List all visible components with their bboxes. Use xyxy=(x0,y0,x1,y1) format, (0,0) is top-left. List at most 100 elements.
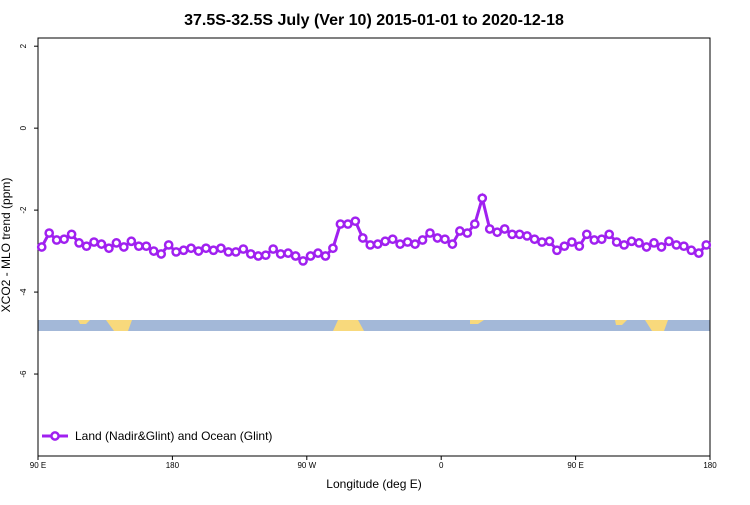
data-point xyxy=(216,243,226,254)
data-point xyxy=(357,233,368,243)
x-tick-label: 180 xyxy=(166,461,180,470)
legend-marker xyxy=(50,431,60,441)
data-point xyxy=(365,240,376,250)
data-point xyxy=(641,242,652,252)
data-point xyxy=(178,245,189,256)
data-point xyxy=(537,237,547,247)
data-point xyxy=(507,229,517,240)
data-point xyxy=(96,239,107,249)
data-point xyxy=(148,246,159,256)
data-point xyxy=(679,241,689,252)
data-point xyxy=(619,240,629,250)
data-point xyxy=(298,256,308,266)
data-point xyxy=(231,247,241,257)
data-point xyxy=(89,237,99,247)
data-point xyxy=(201,243,211,254)
data-point xyxy=(410,239,420,249)
y-tick-label: 0 xyxy=(19,125,28,130)
x-tick-label: 0 xyxy=(439,461,444,470)
data-point xyxy=(611,237,622,247)
data-point xyxy=(238,244,249,254)
data-point xyxy=(141,241,152,252)
data-point xyxy=(432,233,443,243)
data-point xyxy=(350,216,361,227)
data-point xyxy=(469,219,480,229)
data-point xyxy=(522,231,532,241)
x-tick-label: 90 E xyxy=(567,461,583,470)
data-point xyxy=(290,251,301,261)
data-point xyxy=(133,241,144,252)
data-point xyxy=(402,237,413,247)
data-point xyxy=(634,238,644,248)
data-point xyxy=(328,243,338,254)
data-point xyxy=(447,239,458,249)
data-point xyxy=(649,238,659,248)
land xyxy=(645,320,668,331)
data-point xyxy=(492,227,503,238)
data-point xyxy=(305,251,316,261)
data-point xyxy=(51,235,62,245)
data-point xyxy=(440,234,450,245)
ocean-strip xyxy=(38,320,710,331)
data-point xyxy=(544,236,555,247)
data-point xyxy=(163,240,174,250)
data-point xyxy=(268,244,279,254)
data-point xyxy=(104,243,114,254)
data-point xyxy=(387,234,398,245)
data-point xyxy=(589,235,600,245)
land xyxy=(333,320,364,331)
data-point xyxy=(529,234,540,245)
chart-title: 37.5S-32.5S July (Ver 10) 2015-01-01 to … xyxy=(184,12,564,29)
data-point xyxy=(275,249,286,259)
data-point xyxy=(36,242,47,252)
data-point xyxy=(693,248,704,258)
data-point xyxy=(567,237,577,247)
x-tick-label: 180 xyxy=(703,461,717,470)
data-point xyxy=(559,241,570,252)
data-point xyxy=(335,219,346,229)
land xyxy=(78,320,90,324)
data-point xyxy=(499,224,510,234)
y-axis-label: XCO2 - MLO trend (ppm) xyxy=(0,178,13,313)
data-point xyxy=(156,249,167,259)
data-point xyxy=(484,224,495,234)
data-point xyxy=(223,247,234,257)
data-point xyxy=(44,228,55,238)
data-point xyxy=(74,238,84,248)
y-tick-label: -4 xyxy=(19,288,28,296)
x-tick-label: 90 W xyxy=(297,461,316,470)
data-point xyxy=(574,241,585,252)
data-point xyxy=(455,226,465,236)
data-point xyxy=(664,236,674,247)
data-point xyxy=(186,243,196,254)
data-point xyxy=(552,245,562,256)
x-tick-label: 90 E xyxy=(30,461,46,470)
data-point xyxy=(701,240,712,250)
data-point xyxy=(59,234,69,245)
data-point xyxy=(320,251,331,261)
data-point xyxy=(656,242,667,252)
data-point xyxy=(671,240,682,250)
data-point xyxy=(193,246,204,256)
land xyxy=(615,320,627,325)
data-point xyxy=(111,238,122,248)
data-point xyxy=(81,241,92,252)
data-point xyxy=(626,236,637,247)
y-tick-label: 2 xyxy=(19,43,28,48)
data-point xyxy=(462,228,473,238)
data-point xyxy=(581,229,592,240)
data-point xyxy=(260,250,271,261)
x-axis-label: Longitude (deg E) xyxy=(326,477,421,491)
data-point xyxy=(380,236,391,247)
y-tick-label: -6 xyxy=(19,370,28,378)
legend-label: Land (Nadir&Glint) and Ocean (Glint) xyxy=(75,429,272,443)
data-point xyxy=(66,229,77,240)
land xyxy=(106,320,132,331)
data-point xyxy=(126,236,137,247)
data-point xyxy=(245,249,256,259)
data-point xyxy=(343,219,353,229)
y-tick-label: -2 xyxy=(19,206,28,214)
data-point xyxy=(477,193,488,204)
land xyxy=(470,320,484,324)
